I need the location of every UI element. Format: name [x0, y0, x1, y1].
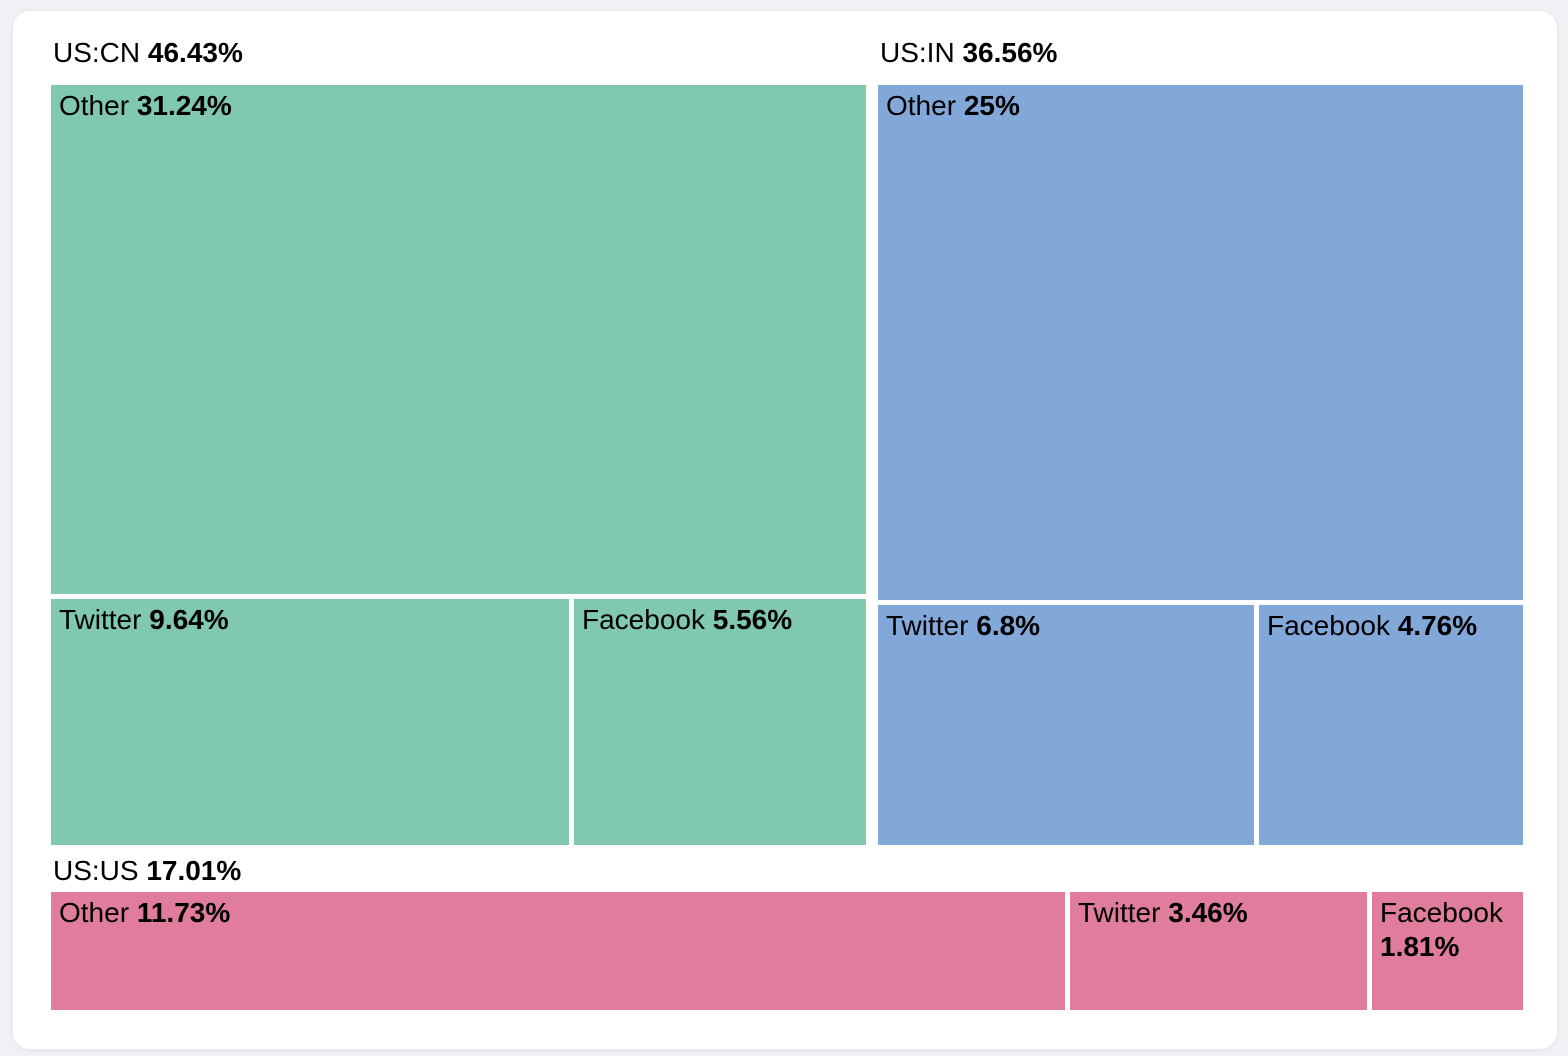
cell-label: Facebook	[582, 604, 705, 635]
treemap-cell-us-us-other[interactable]: Other 11.73%	[51, 892, 1065, 1010]
cell-label: Other	[886, 90, 957, 121]
group-name: US:IN	[880, 37, 955, 68]
cell-label: Twitter	[59, 604, 142, 635]
cell-label: Facebook	[1267, 610, 1390, 641]
cell-value: 9.64%	[149, 604, 229, 635]
group-value: 17.01%	[146, 855, 242, 886]
treemap-cell-us-in-facebook[interactable]: Facebook 4.76%	[1259, 605, 1523, 845]
cell-value: 1.81%	[1380, 931, 1460, 962]
cell-label: Twitter	[1078, 897, 1161, 928]
group-value: 36.56%	[962, 37, 1058, 68]
group-label-us-us: US:US 17.01%	[53, 854, 241, 888]
cell-value: 4.76%	[1397, 610, 1478, 641]
group-name: US:CN	[53, 37, 141, 68]
cell-value: 11.73%	[136, 897, 231, 928]
cell-value: 6.8%	[976, 610, 1041, 641]
cell-label: Facebook	[1380, 897, 1503, 928]
treemap-cell-us-cn-other[interactable]: Other 31.24%	[51, 85, 866, 594]
cell-label: Other	[59, 897, 130, 928]
treemap-cell-us-us-facebook[interactable]: Facebook 1.81%	[1372, 892, 1523, 1010]
group-name: US:US	[53, 855, 139, 886]
cell-value: 3.46%	[1168, 897, 1248, 928]
cell-value: 5.56%	[712, 604, 793, 635]
treemap-cell-us-in-twitter[interactable]: Twitter 6.8%	[878, 605, 1254, 845]
treemap-cell-us-cn-facebook[interactable]: Facebook 5.56%	[574, 599, 866, 845]
treemap-cell-us-in-other[interactable]: Other 25%	[878, 85, 1523, 600]
treemap-cell-us-us-twitter[interactable]: Twitter 3.46%	[1070, 892, 1367, 1010]
cell-value: 25%	[963, 90, 1020, 121]
cell-label: Twitter	[886, 610, 969, 641]
treemap-cell-us-cn-twitter[interactable]: Twitter 9.64%	[51, 599, 569, 845]
group-value: 46.43%	[147, 37, 243, 68]
cell-label: Other	[59, 90, 130, 121]
cell-value: 31.24%	[136, 90, 232, 121]
group-label-us-cn: US:CN 46.43%	[53, 36, 243, 70]
group-label-us-in: US:IN 36.56%	[880, 36, 1057, 70]
